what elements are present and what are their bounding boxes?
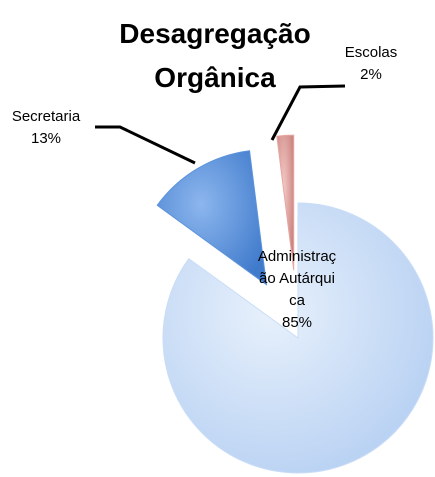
category-label: Administração Autárquica [257, 248, 337, 309]
slice-label: Administração Autárquica 85% [256, 246, 338, 334]
pie-slice [156, 150, 268, 286]
slice-label: Escolas 2% [336, 42, 406, 86]
value-label: 85% [281, 314, 313, 331]
chart-title: Desagregação Orgânica [119, 18, 311, 93]
value-label: 2% [360, 66, 382, 83]
category-label: Secretaria [11, 108, 81, 125]
value-label: 13% [30, 130, 62, 147]
category-label: Escolas [344, 44, 398, 61]
leader-line [270, 84, 346, 141]
leader-line [95, 125, 196, 165]
pie-slice [276, 134, 295, 271]
pie-slice [162, 202, 434, 474]
slice-label: Secretaria 13% [4, 106, 88, 150]
